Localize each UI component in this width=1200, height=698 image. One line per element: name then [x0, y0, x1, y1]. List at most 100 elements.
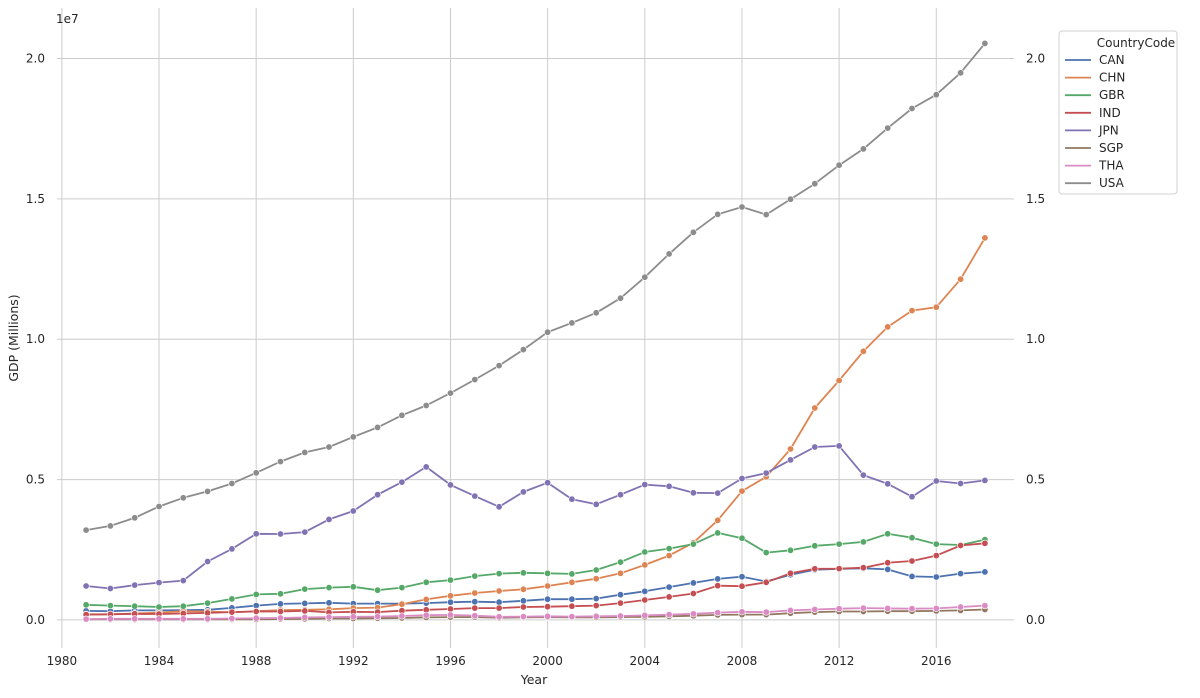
data-point	[422, 595, 430, 603]
y-tick-label-left: 1.0	[26, 332, 45, 346]
data-point	[446, 481, 454, 489]
data-point	[981, 234, 989, 242]
data-point	[714, 516, 722, 524]
data-point	[349, 433, 357, 441]
data-point	[422, 611, 430, 619]
data-point	[616, 591, 624, 599]
data-point	[884, 480, 892, 488]
data-point	[835, 376, 843, 384]
data-point	[398, 600, 406, 608]
data-point	[932, 91, 940, 99]
data-point	[592, 595, 600, 603]
data-point	[131, 514, 139, 522]
series-ind	[82, 539, 989, 619]
data-point	[908, 557, 916, 565]
x-tick-label: 2016	[921, 654, 952, 668]
data-point	[641, 548, 649, 556]
data-point	[811, 180, 819, 188]
data-point	[155, 615, 163, 623]
data-point	[932, 540, 940, 548]
data-point	[568, 613, 576, 621]
data-point	[228, 479, 236, 487]
data-point	[738, 487, 746, 495]
series-line-usa	[85, 42, 986, 531]
legend-label-tha: THA	[1098, 159, 1124, 173]
data-point	[932, 573, 940, 581]
data-point	[568, 570, 576, 578]
data-point	[981, 602, 989, 610]
x-tick-label: 2008	[727, 654, 758, 668]
data-point	[179, 602, 187, 610]
data-point	[932, 303, 940, 311]
data-point	[884, 530, 892, 538]
data-point	[544, 328, 552, 336]
data-point	[325, 515, 333, 523]
series-gbr	[82, 529, 989, 611]
data-point	[884, 124, 892, 132]
x-tick-label: 2004	[630, 654, 661, 668]
data-point	[131, 602, 139, 610]
data-point	[422, 401, 430, 409]
y-axis-offset-text: 1e7	[56, 12, 79, 26]
data-point	[155, 502, 163, 510]
data-point	[714, 210, 722, 218]
data-point	[374, 423, 382, 431]
data-point	[932, 552, 940, 560]
data-point	[616, 558, 624, 566]
data-point	[106, 584, 114, 592]
data-point	[276, 458, 284, 466]
data-point	[228, 608, 236, 616]
data-point	[714, 575, 722, 583]
data-point	[835, 565, 843, 573]
data-point	[446, 605, 454, 613]
data-point	[665, 593, 673, 601]
data-point	[106, 522, 114, 530]
legend-label-sgp: SGP	[1099, 141, 1123, 155]
data-point	[568, 495, 576, 503]
data-point	[519, 613, 527, 621]
data-point	[301, 607, 309, 615]
data-point	[519, 597, 527, 605]
x-tick-label: 1984	[144, 654, 175, 668]
data-point	[811, 404, 819, 412]
data-point	[106, 602, 114, 610]
data-point	[398, 411, 406, 419]
data-point	[957, 570, 965, 578]
data-point	[665, 583, 673, 591]
y-tick-label-left: 1.5	[26, 192, 45, 206]
data-point	[592, 575, 600, 583]
data-point	[519, 488, 527, 496]
data-point	[908, 307, 916, 315]
y-tick-label-right: 1.0	[1026, 332, 1045, 346]
data-point	[665, 545, 673, 553]
data-point	[471, 589, 479, 597]
data-point	[884, 604, 892, 612]
data-point	[592, 612, 600, 620]
data-point	[82, 615, 90, 623]
data-point	[568, 319, 576, 327]
data-point	[544, 479, 552, 487]
data-point	[374, 586, 382, 594]
data-point	[82, 526, 90, 534]
data-point	[179, 615, 187, 623]
data-point	[252, 530, 260, 538]
data-point	[689, 610, 697, 618]
data-point	[981, 476, 989, 484]
data-point	[155, 579, 163, 587]
data-point	[446, 576, 454, 584]
data-point	[276, 614, 284, 622]
data-point	[835, 442, 843, 450]
data-point	[471, 492, 479, 500]
data-point	[641, 481, 649, 489]
data-point	[859, 564, 867, 572]
data-point	[835, 605, 843, 613]
data-point	[422, 578, 430, 586]
data-point	[762, 608, 770, 616]
series-tha	[82, 602, 989, 623]
data-point	[471, 376, 479, 384]
data-point	[301, 599, 309, 607]
data-point	[786, 195, 794, 203]
data-point	[471, 604, 479, 612]
data-point	[495, 587, 503, 595]
